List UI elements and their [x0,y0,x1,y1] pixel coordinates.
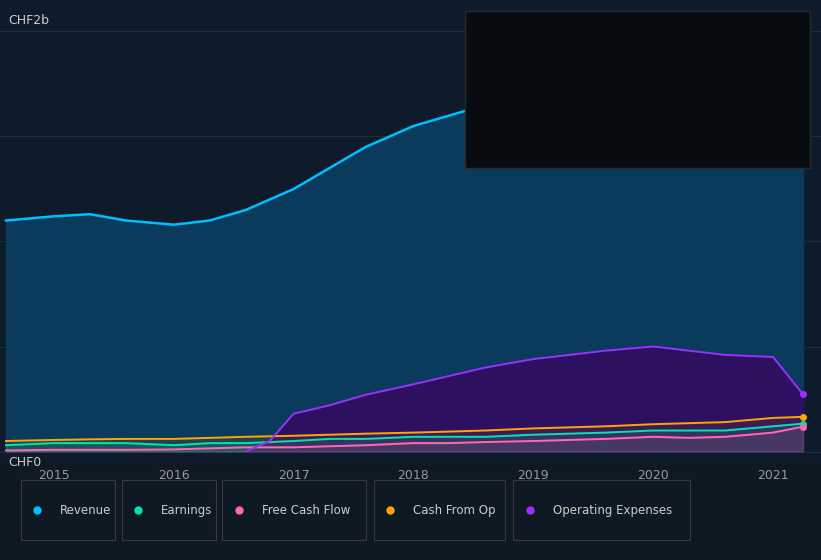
Text: Revenue: Revenue [479,48,526,58]
FancyBboxPatch shape [513,479,690,540]
Text: /yr: /yr [775,48,790,58]
Text: Earnings: Earnings [161,503,213,516]
FancyBboxPatch shape [465,11,810,168]
Text: Operating Expenses: Operating Expenses [553,503,672,516]
Text: Operating Expenses: Operating Expenses [479,149,589,159]
Text: Earnings: Earnings [479,64,525,74]
FancyBboxPatch shape [374,479,505,540]
Text: CHF329.700m: CHF329.700m [637,124,722,134]
Text: Cash From Op: Cash From Op [479,124,555,134]
Text: CHF544.000m: CHF544.000m [637,149,722,159]
Text: CHF262.800m: CHF262.800m [637,64,722,74]
Text: CHF237.200m: CHF237.200m [637,101,722,111]
Text: Free Cash Flow: Free Cash Flow [262,503,351,516]
Text: Revenue: Revenue [60,503,112,516]
Text: 13.8%: 13.8% [637,81,675,91]
Text: /yr: /yr [792,149,807,159]
FancyBboxPatch shape [122,479,216,540]
Text: /yr: /yr [792,124,807,134]
Text: CHF1.911b: CHF1.911b [637,48,704,58]
Text: /yr: /yr [792,101,807,111]
Text: Free Cash Flow: Free Cash Flow [479,101,561,111]
FancyBboxPatch shape [21,479,115,540]
Text: CHF0: CHF0 [8,456,41,469]
Text: profit margin: profit margin [703,81,777,91]
Text: CHF2b: CHF2b [8,14,49,27]
Text: /yr: /yr [792,64,807,74]
FancyBboxPatch shape [222,479,366,540]
Text: Jun 30 2021: Jun 30 2021 [479,24,557,36]
Text: Cash From Op: Cash From Op [413,503,495,516]
